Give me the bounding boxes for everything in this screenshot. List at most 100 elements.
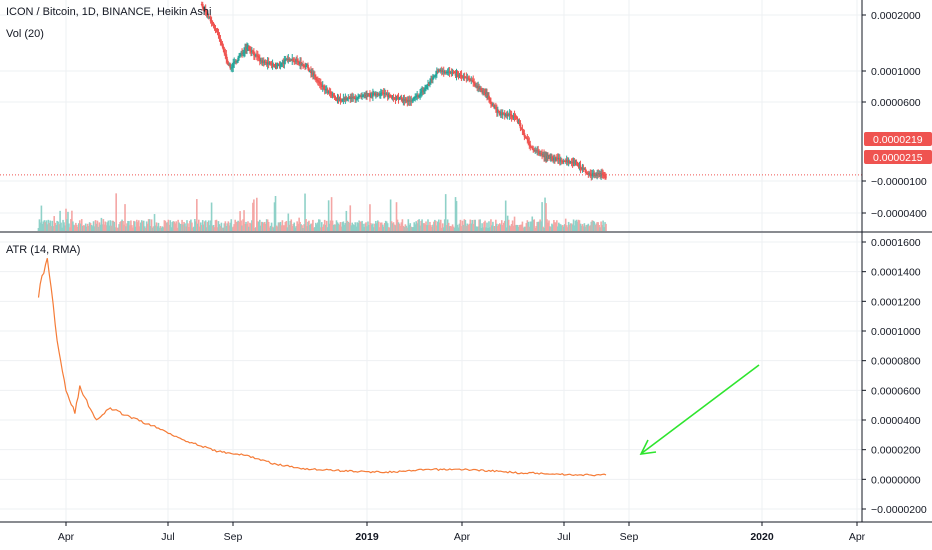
candle-body	[552, 157, 554, 161]
volume-bar	[397, 222, 400, 231]
volume-bar	[82, 225, 85, 231]
candle-body	[258, 58, 261, 62]
volume-bar	[556, 220, 558, 231]
candle-body	[507, 114, 510, 116]
volume-bar	[525, 223, 528, 231]
candle-body	[248, 46, 250, 50]
candle-body	[395, 96, 398, 100]
volume-bar	[220, 222, 223, 231]
candle-body	[461, 76, 464, 78]
candle-body	[584, 168, 587, 172]
volume-bar	[138, 226, 141, 231]
candle-body	[578, 165, 581, 167]
candle-body	[435, 70, 438, 75]
candle-body	[477, 86, 480, 88]
volume-bar	[130, 220, 132, 231]
candle-body	[408, 99, 411, 102]
volume-bar	[511, 220, 514, 231]
candle-body	[378, 94, 381, 96]
candle-body	[523, 133, 526, 137]
symbol-legend[interactable]: ICON / Bitcoin, 1D, BINANCE, Heikin Ashi	[6, 6, 211, 18]
candle-body	[296, 59, 299, 62]
volume-bar	[293, 222, 296, 231]
volume-bar	[37, 227, 40, 231]
arrow-head[interactable]	[639, 439, 657, 455]
volume-bar	[204, 220, 207, 231]
candle-body	[360, 95, 362, 97]
candle-body	[472, 80, 475, 82]
candle-body	[563, 160, 566, 162]
volume-bar	[183, 222, 185, 231]
volume-bar	[515, 224, 518, 231]
candle-body	[410, 100, 413, 102]
candle-body	[542, 154, 544, 156]
candle-body	[208, 17, 211, 19]
candle-body	[492, 104, 495, 108]
volume-bar	[78, 220, 81, 231]
volume-bar	[544, 197, 546, 231]
atr-legend[interactable]: ATR (14, RMA)	[6, 244, 80, 256]
volume-bar	[266, 219, 269, 231]
volume-bar	[134, 221, 136, 231]
candle-body	[264, 61, 267, 63]
volume-bar	[308, 220, 310, 231]
candle-body	[498, 112, 501, 116]
volume-bar	[485, 227, 487, 231]
candle-body	[494, 106, 497, 109]
candle-body	[316, 80, 319, 82]
candle-body	[207, 15, 210, 18]
candle-body	[488, 95, 490, 100]
volume-bar	[424, 224, 426, 231]
candle-body	[586, 172, 589, 174]
volume-bar	[318, 219, 320, 231]
volume-bar	[431, 226, 433, 231]
volume-bar	[278, 222, 281, 231]
volume-bar	[468, 223, 471, 231]
candle-body	[535, 150, 538, 152]
candle-body	[262, 60, 265, 64]
time-axis[interactable]: Apr Jul Sep 2019 Apr Jul Sep 2020 Apr	[58, 522, 866, 543]
candle-body	[512, 115, 515, 118]
candle-body	[394, 98, 397, 100]
volume-bar	[488, 221, 490, 231]
volume-bar	[480, 227, 482, 231]
volume-bar	[61, 227, 63, 231]
candle-body	[409, 100, 412, 102]
volume-bar	[67, 211, 69, 231]
volume-bar	[182, 224, 184, 231]
candle-body	[486, 93, 488, 97]
volume-bar	[143, 226, 146, 231]
candle-body	[344, 97, 347, 101]
volume-bar	[46, 224, 49, 231]
candle-body	[294, 61, 297, 63]
volume-bar	[558, 222, 560, 231]
arrow-shaft[interactable]	[641, 364, 760, 454]
candle-body	[227, 62, 230, 65]
candle-body	[476, 85, 479, 88]
candle-body	[384, 93, 387, 95]
volume-legend[interactable]: Vol (20)	[6, 28, 44, 40]
volume-bar	[289, 220, 292, 231]
candle-body	[419, 93, 422, 96]
volume-bar	[92, 221, 95, 231]
price-axis-label: −0.0000100	[871, 176, 927, 188]
green-arrow-annotation[interactable]	[639, 364, 760, 455]
volume-bar	[62, 219, 64, 231]
candle-body	[317, 81, 320, 83]
volume-bar	[101, 224, 104, 231]
volume-bar	[374, 223, 376, 231]
atr-axis[interactable]: 0.0001600 0.0001400 0.0001200 0.0001000 0.00…	[862, 237, 927, 516]
volume-bar	[155, 222, 158, 231]
price-axis[interactable]: 0.0002000 0.0001000 0.0000600 −0.0000100 −0.…	[862, 10, 927, 220]
volume-bar	[331, 220, 334, 231]
volume-bar	[304, 193, 306, 231]
volume-bar	[398, 223, 401, 231]
atr-axis-label: 0.0000000	[871, 474, 921, 486]
volume-bar	[90, 224, 93, 231]
volume-bar	[201, 220, 204, 231]
volume-bar	[586, 224, 589, 231]
volume-bar	[149, 225, 152, 231]
candle-body	[556, 157, 559, 160]
candle-body	[382, 92, 385, 94]
candle-body	[381, 92, 384, 94]
